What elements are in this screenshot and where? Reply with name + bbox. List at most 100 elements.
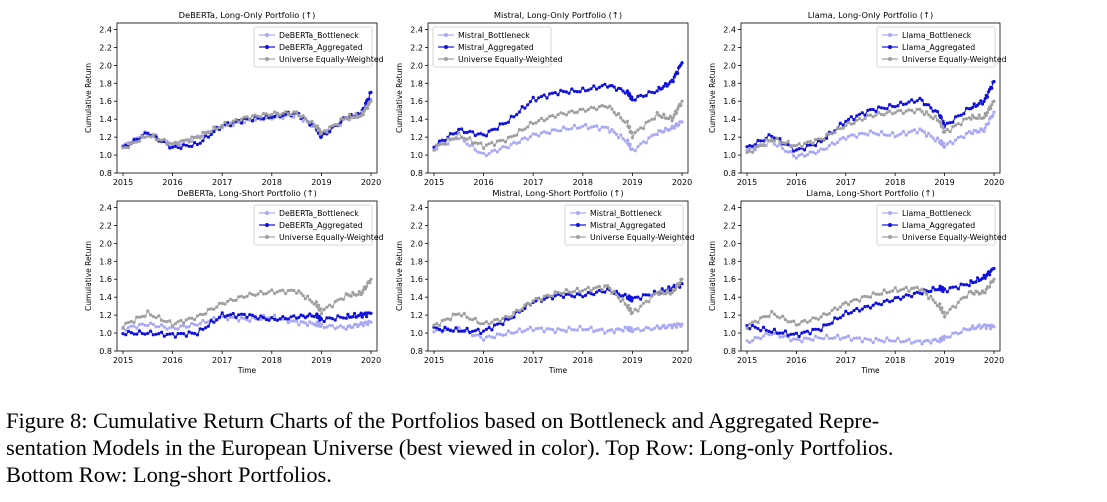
series-point	[275, 111, 279, 115]
series-point	[860, 118, 864, 122]
series-point	[639, 304, 643, 308]
x-tick-label: 2018	[885, 178, 905, 187]
series-point	[173, 140, 177, 144]
series-point	[490, 320, 494, 324]
series-point	[570, 294, 574, 298]
series-point	[586, 285, 590, 289]
series-point	[644, 325, 648, 329]
series-point	[992, 79, 996, 84]
series-point	[451, 312, 455, 316]
series-point	[971, 132, 975, 136]
series-point	[564, 288, 568, 292]
series-point	[647, 293, 651, 297]
series-point	[468, 144, 472, 148]
series-point	[226, 318, 230, 322]
series-point	[931, 285, 935, 290]
series-point	[132, 324, 136, 328]
series-point	[899, 297, 903, 301]
series-point	[190, 135, 194, 139]
series-point	[473, 329, 477, 333]
series-point	[369, 320, 373, 324]
series-point	[670, 119, 674, 123]
series-point	[595, 285, 599, 289]
series-point	[662, 130, 666, 134]
series-point	[501, 333, 505, 337]
series-point	[553, 330, 557, 335]
series-point	[983, 276, 987, 280]
series-point	[984, 326, 988, 330]
series-point	[306, 314, 310, 318]
y-tick-label: 2.2	[99, 221, 112, 230]
series-point	[680, 61, 684, 65]
series-point	[836, 140, 840, 144]
series-point	[838, 316, 842, 320]
chart-panel-6: Llama, Long-Short Portfolio (↑)0.81.01.2…	[708, 188, 1007, 375]
series-point	[647, 136, 651, 140]
series-point	[621, 137, 625, 141]
series-point	[432, 323, 436, 327]
series-point	[641, 293, 646, 297]
series-point	[550, 327, 555, 332]
y-tick-label: 1.6	[410, 97, 423, 106]
series-point	[912, 111, 917, 115]
legend-entry: DeBERTa_Bottleneck	[279, 209, 359, 218]
series-point	[182, 332, 186, 336]
x-tick-label: 2020	[984, 178, 1004, 187]
series-point	[319, 317, 323, 321]
series-point	[523, 106, 527, 110]
y-axis-label: Cumulative Return	[84, 63, 93, 133]
series-point	[929, 115, 933, 119]
series-point	[778, 140, 782, 144]
y-tick-label: 2.4	[410, 25, 423, 34]
series-point	[354, 322, 358, 326]
legend-swatch-marker	[888, 235, 892, 239]
series-point	[811, 142, 815, 146]
series-point	[827, 132, 831, 136]
series-point	[365, 315, 369, 319]
series-point	[157, 332, 161, 336]
series-point	[432, 325, 436, 329]
series-point	[495, 127, 499, 131]
series-point	[135, 326, 139, 330]
series-point	[479, 132, 483, 136]
series-point	[778, 331, 782, 335]
series-point	[965, 295, 969, 299]
series-point	[578, 107, 582, 112]
chart-panel-2: Mistral, Long-Only Portfolio (↑)0.81.01.…	[395, 10, 692, 187]
series-point	[570, 328, 574, 332]
series-point	[126, 320, 131, 324]
series-point	[979, 99, 983, 103]
series-point	[855, 306, 859, 311]
series-point	[195, 323, 199, 327]
series-point	[301, 294, 305, 298]
series-point	[184, 318, 188, 322]
series-point	[890, 112, 895, 116]
series-point	[368, 281, 372, 285]
series-point	[630, 136, 635, 140]
x-tick-label: 2017	[836, 178, 856, 187]
series-point	[171, 324, 175, 328]
series-point	[975, 276, 980, 280]
series-point	[929, 106, 933, 110]
series-point	[811, 327, 815, 331]
series-point	[943, 145, 947, 149]
series-point	[819, 137, 823, 141]
series-point	[187, 316, 191, 320]
series-point	[612, 110, 616, 115]
series-point	[539, 298, 544, 302]
series-point	[962, 327, 966, 331]
series-point	[561, 328, 566, 332]
series-point	[289, 288, 293, 292]
series-point	[969, 117, 973, 121]
series-point	[943, 287, 947, 291]
series-point	[490, 328, 494, 332]
series-point	[657, 293, 661, 297]
series-point	[526, 137, 530, 141]
series-point	[863, 113, 867, 117]
series-point	[490, 149, 494, 153]
series-point	[256, 292, 260, 296]
series-point	[877, 302, 881, 306]
series-point	[781, 331, 785, 335]
series-point	[550, 297, 555, 301]
series-point	[948, 121, 952, 125]
